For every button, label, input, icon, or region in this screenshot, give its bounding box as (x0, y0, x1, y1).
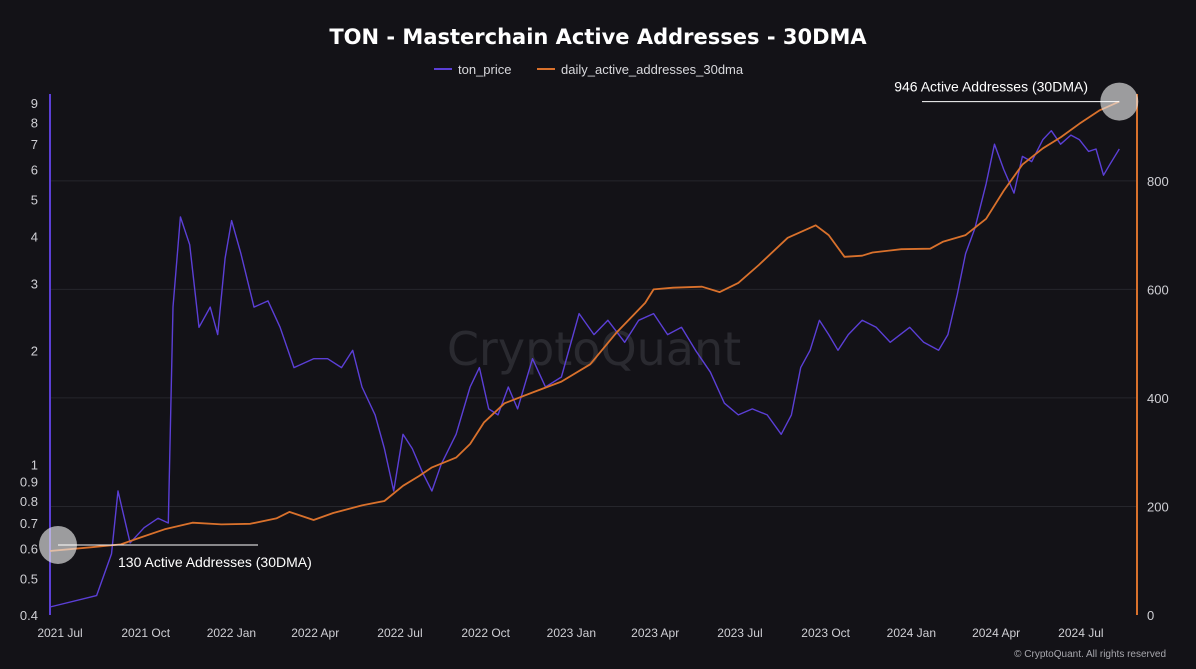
x-tick-label: 2024 Jan (887, 626, 936, 640)
x-axis-ticks: 2021 Jul 2021 Oct 2022 Jan 2022 Apr 2022 Jul… (37, 626, 1103, 640)
watermark: CryptoQuant (447, 322, 741, 376)
left-tick-label: 5 (31, 193, 38, 208)
x-tick-label: 2024 Jul (1058, 626, 1103, 640)
left-tick-label: 0.7 (20, 516, 38, 531)
left-tick-label: 0.8 (20, 494, 38, 509)
x-tick-label: 2023 Jan (547, 626, 596, 640)
series-line-daily-active-addresses (49, 100, 1120, 552)
chart-title: TON - Masterchain Active Addresses - 30D… (329, 25, 867, 49)
x-tick-label: 2022 Jan (207, 626, 256, 640)
x-tick-label: 2021 Jul (37, 626, 82, 640)
right-tick-label: 200 (1147, 499, 1169, 514)
left-tick-label: 3 (31, 277, 38, 292)
legend-label-daily-active-addresses[interactable]: daily_active_addresses_30dma (561, 62, 744, 77)
x-tick-label: 2022 Apr (291, 626, 339, 640)
left-tick-label: 0.5 (20, 571, 38, 586)
left-tick-label: 4 (31, 229, 38, 244)
annotation-label-end: 946 Active Addresses (30DMA) (894, 79, 1088, 95)
x-tick-label: 2023 Oct (801, 626, 850, 640)
series-layer (49, 100, 1120, 608)
annotation-layer: 130 Active Addresses (30DMA) 946 Active A… (39, 79, 1139, 570)
left-tick-label: 8 (31, 115, 38, 130)
grid-lines (50, 180, 1137, 507)
left-tick-label: 2 (31, 343, 38, 358)
left-tick-label: 6 (31, 163, 38, 178)
legend-label-ton-price[interactable]: ton_price (458, 62, 511, 77)
left-tick-label: 9 (31, 96, 38, 111)
right-tick-label: 0 (1147, 608, 1154, 623)
x-tick-label: 2022 Jul (377, 626, 422, 640)
x-tick-label: 2023 Jul (717, 626, 762, 640)
right-tick-label: 800 (1147, 174, 1169, 189)
x-tick-label: 2023 Apr (631, 626, 679, 640)
series-line-ton-price (49, 130, 1120, 608)
copyright-text: © CryptoQuant. All rights reserved (1014, 649, 1166, 660)
annotation-label-start: 130 Active Addresses (30DMA) (118, 554, 312, 570)
left-axis-ticks: 0.4 0.5 0.6 0.7 0.8 0.9 1 2 3 4 5 6 7 8 9 (20, 96, 38, 623)
left-tick-label: 0.6 (20, 541, 38, 556)
right-tick-label: 600 (1147, 282, 1169, 297)
left-tick-label: 0.9 (20, 475, 38, 490)
left-tick-label: 1 (31, 457, 38, 472)
right-axis-ticks: 0 200 400 600 800 (1147, 174, 1169, 623)
legend: ton_price daily_active_addresses_30dma (434, 62, 744, 77)
right-tick-label: 400 (1147, 391, 1169, 406)
left-tick-label: 0.4 (20, 608, 38, 623)
left-tick-label: 7 (31, 137, 38, 152)
x-tick-label: 2022 Oct (461, 626, 510, 640)
x-tick-label: 2021 Oct (121, 626, 170, 640)
x-tick-label: 2024 Apr (972, 626, 1020, 640)
